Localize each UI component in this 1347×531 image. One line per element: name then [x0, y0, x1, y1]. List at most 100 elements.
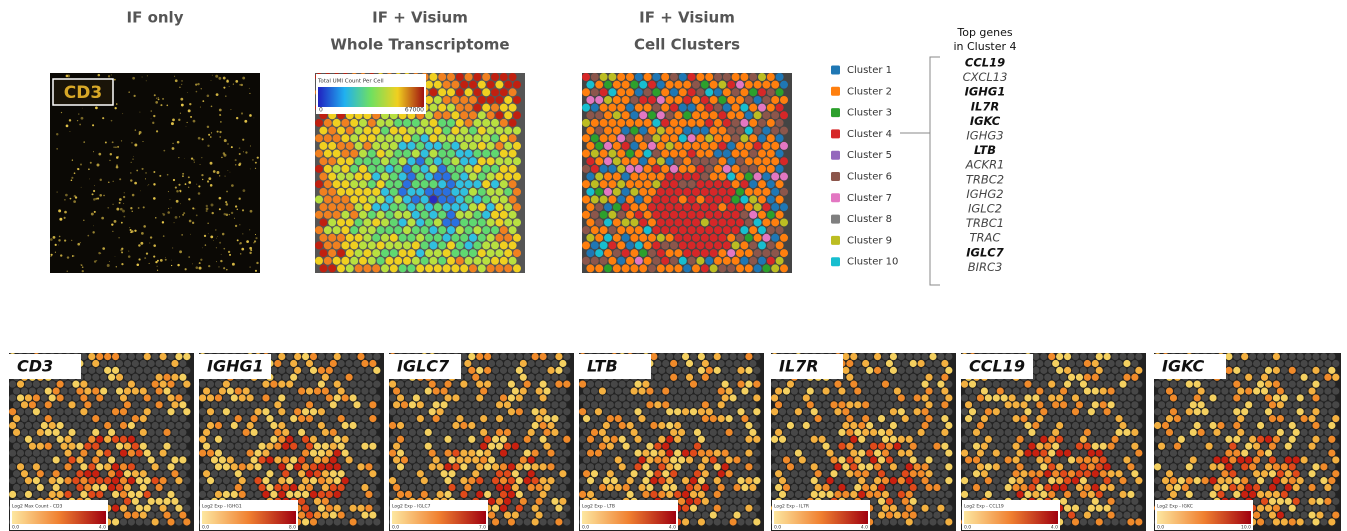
spot	[513, 157, 521, 166]
spot	[389, 477, 397, 485]
spot	[440, 428, 448, 436]
spot	[822, 470, 830, 478]
spot	[1115, 442, 1123, 450]
spot	[717, 401, 725, 409]
spot	[802, 408, 810, 416]
spot	[357, 421, 365, 430]
spot	[84, 415, 92, 423]
spot	[491, 518, 500, 526]
spot	[678, 241, 687, 250]
if-speck	[89, 178, 90, 180]
spot	[1048, 449, 1056, 457]
if-speck	[83, 141, 86, 143]
spot	[438, 256, 447, 265]
spot	[258, 442, 266, 450]
spot	[305, 401, 314, 409]
spot	[941, 511, 949, 519]
spot	[508, 134, 517, 143]
if-speck	[131, 193, 135, 197]
spot	[511, 483, 519, 492]
spot	[810, 449, 818, 457]
spot	[731, 241, 740, 250]
spot	[854, 401, 862, 409]
spot	[1083, 415, 1091, 423]
spot	[753, 157, 762, 166]
spot	[1083, 387, 1091, 395]
spot	[119, 504, 128, 512]
spot	[451, 203, 460, 212]
spot	[1056, 394, 1064, 402]
spot	[1044, 428, 1052, 436]
spot	[48, 408, 56, 416]
spot	[135, 394, 143, 402]
spot	[139, 497, 147, 505]
spot	[108, 415, 116, 423]
spot	[373, 504, 381, 512]
spot	[412, 408, 420, 416]
spot	[610, 408, 618, 416]
spot	[523, 421, 531, 430]
spot	[394, 180, 403, 189]
spot	[778, 394, 787, 402]
spot	[705, 490, 713, 499]
spot	[337, 172, 345, 181]
spot	[499, 118, 508, 127]
spot	[332, 164, 341, 173]
spot	[992, 394, 1000, 402]
spot	[758, 134, 766, 143]
spot	[301, 463, 310, 471]
if-speck	[140, 241, 144, 245]
if-speck	[187, 176, 190, 179]
spot	[775, 134, 784, 143]
spot	[96, 490, 104, 499]
spot	[428, 394, 436, 402]
spot	[780, 203, 788, 212]
spot	[349, 449, 357, 457]
spot	[662, 359, 670, 368]
spot	[980, 442, 989, 450]
spot	[709, 428, 717, 436]
spot	[143, 477, 151, 485]
spot	[218, 470, 226, 478]
spot	[499, 504, 508, 512]
spot	[250, 483, 258, 492]
spot	[108, 470, 116, 478]
spot	[495, 511, 504, 519]
if-speck	[167, 207, 170, 210]
spot	[199, 380, 207, 388]
spot	[1063, 463, 1072, 471]
spot	[740, 149, 749, 158]
if-speck	[60, 111, 63, 114]
if-speck	[179, 216, 181, 218]
spot	[937, 408, 945, 416]
if-speck	[144, 178, 147, 180]
spot	[692, 203, 700, 212]
spot	[337, 157, 345, 166]
spot	[1040, 394, 1048, 402]
spot	[398, 264, 407, 273]
spot	[408, 470, 416, 478]
spot	[381, 264, 389, 273]
colorbar-title: Log2 Exp - IGLC7	[392, 504, 431, 510]
spot	[539, 421, 547, 430]
spot	[547, 463, 555, 471]
spot	[701, 359, 709, 368]
spot	[507, 380, 515, 388]
gene-name: ACKR1	[965, 158, 1005, 172]
spot	[1052, 483, 1060, 492]
spot	[329, 415, 337, 423]
spot	[503, 401, 512, 409]
spot	[274, 359, 282, 368]
spot	[630, 111, 639, 120]
spot	[721, 490, 729, 499]
spot	[151, 353, 159, 361]
spot	[448, 456, 456, 464]
spot	[897, 490, 905, 499]
spot	[1020, 387, 1028, 395]
spot	[608, 210, 617, 219]
spot	[484, 490, 492, 499]
spot	[416, 387, 424, 395]
spot	[778, 477, 787, 485]
spot	[1095, 463, 1103, 471]
spot	[464, 103, 473, 112]
